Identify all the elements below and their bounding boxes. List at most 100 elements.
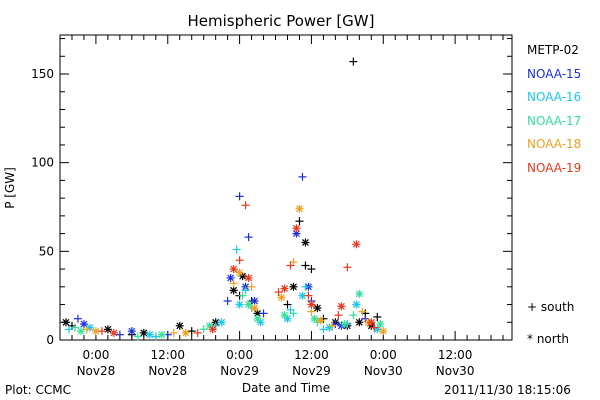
south-point — [232, 245, 241, 254]
legend-entry: NOAA-16 — [527, 90, 582, 104]
south-point — [343, 263, 352, 272]
legend-north-marker: * north — [527, 332, 570, 346]
south-point — [244, 233, 253, 242]
north-point — [253, 314, 262, 323]
north-point — [313, 304, 322, 313]
y-tick-label: 100 — [31, 156, 54, 170]
y-tick-label: 50 — [39, 244, 54, 258]
south-point — [295, 217, 304, 226]
north-point — [208, 325, 217, 334]
south-point — [328, 321, 337, 330]
legend-entry: NOAA-19 — [527, 160, 582, 175]
north-point — [229, 286, 238, 295]
north-point — [250, 296, 259, 305]
north-point — [277, 293, 286, 302]
south-point — [319, 325, 328, 334]
north-point — [79, 320, 88, 329]
north-point — [355, 289, 364, 298]
north-point — [310, 314, 319, 323]
y-tick-label: 0 — [46, 333, 54, 347]
y-axis-label: P [GW] — [3, 167, 17, 209]
north-point — [139, 328, 148, 337]
south-point — [235, 256, 244, 265]
x-tick-label: 12:00 — [150, 348, 185, 362]
plot-frame — [59, 34, 513, 341]
x-tick-sublabel: Nov28 — [77, 364, 116, 378]
north-point — [109, 328, 118, 337]
south-point — [349, 311, 358, 320]
south-point — [223, 296, 232, 305]
south-point — [304, 291, 313, 300]
south-point — [358, 307, 367, 316]
north-point — [379, 327, 388, 336]
south-point — [349, 57, 358, 66]
south-point — [283, 300, 292, 309]
north-point — [76, 327, 85, 336]
north-point — [181, 328, 190, 337]
timestamp: 2011/11/30 18:15:06 — [444, 383, 571, 397]
x-tick-sublabel: Nov29 — [220, 364, 259, 378]
south-point — [187, 327, 196, 336]
south-point — [133, 332, 142, 341]
north-point — [145, 330, 154, 339]
south-point — [307, 265, 316, 274]
south-point — [289, 309, 298, 318]
south-point — [229, 279, 238, 288]
plot-credit: Plot: CCMC — [5, 383, 71, 397]
north-point — [295, 204, 304, 213]
south-point — [301, 282, 310, 291]
north-point — [355, 318, 364, 327]
legend-south-marker: + south — [527, 300, 575, 314]
data-points — [61, 57, 388, 341]
north-point — [292, 224, 301, 233]
north-point — [250, 304, 259, 313]
north-point — [301, 238, 310, 247]
south-point — [298, 172, 307, 181]
legend-entry: NOAA-18 — [527, 137, 582, 151]
x-tick-sublabel: Nov30 — [364, 364, 403, 378]
south-point — [199, 325, 208, 334]
south-point — [241, 286, 250, 295]
north-point — [280, 311, 289, 320]
south-point — [373, 312, 382, 321]
north-point — [61, 318, 70, 327]
south-point — [259, 309, 268, 318]
north-point — [229, 265, 238, 274]
north-point — [367, 318, 376, 327]
x-tick-label: 0:00 — [226, 348, 253, 362]
north-point — [316, 316, 325, 325]
south-point — [334, 311, 343, 320]
south-point — [115, 330, 124, 339]
south-point — [193, 328, 202, 337]
x-tick-label: 0:00 — [82, 348, 109, 362]
south-point — [73, 314, 82, 323]
south-point — [169, 328, 178, 337]
north-point — [340, 320, 349, 329]
x-tick-label: 12:00 — [294, 348, 329, 362]
south-point — [235, 192, 244, 201]
south-point — [97, 327, 106, 336]
x-axis-label: Date and Time — [242, 381, 330, 395]
north-point — [337, 302, 346, 311]
north-point — [235, 268, 244, 277]
south-point — [286, 261, 295, 270]
south-point — [82, 325, 91, 334]
x-tick-sublabel: Nov29 — [292, 364, 331, 378]
north-point — [91, 327, 100, 336]
south-point — [247, 282, 256, 291]
south-point — [151, 332, 160, 341]
north-point — [157, 330, 166, 339]
chart-title: Hemispheric Power [GW] — [188, 12, 375, 30]
x-tick-sublabel: Nov30 — [436, 364, 475, 378]
north-point — [226, 273, 235, 282]
north-point — [352, 240, 361, 249]
x-tick-label: 12:00 — [438, 348, 473, 362]
north-point — [205, 321, 214, 330]
legend-entry: NOAA-17 — [527, 113, 582, 128]
south-point — [70, 323, 79, 332]
north-point — [244, 300, 253, 309]
north-point — [217, 318, 226, 327]
south-point — [307, 307, 316, 316]
north-point — [352, 300, 361, 309]
